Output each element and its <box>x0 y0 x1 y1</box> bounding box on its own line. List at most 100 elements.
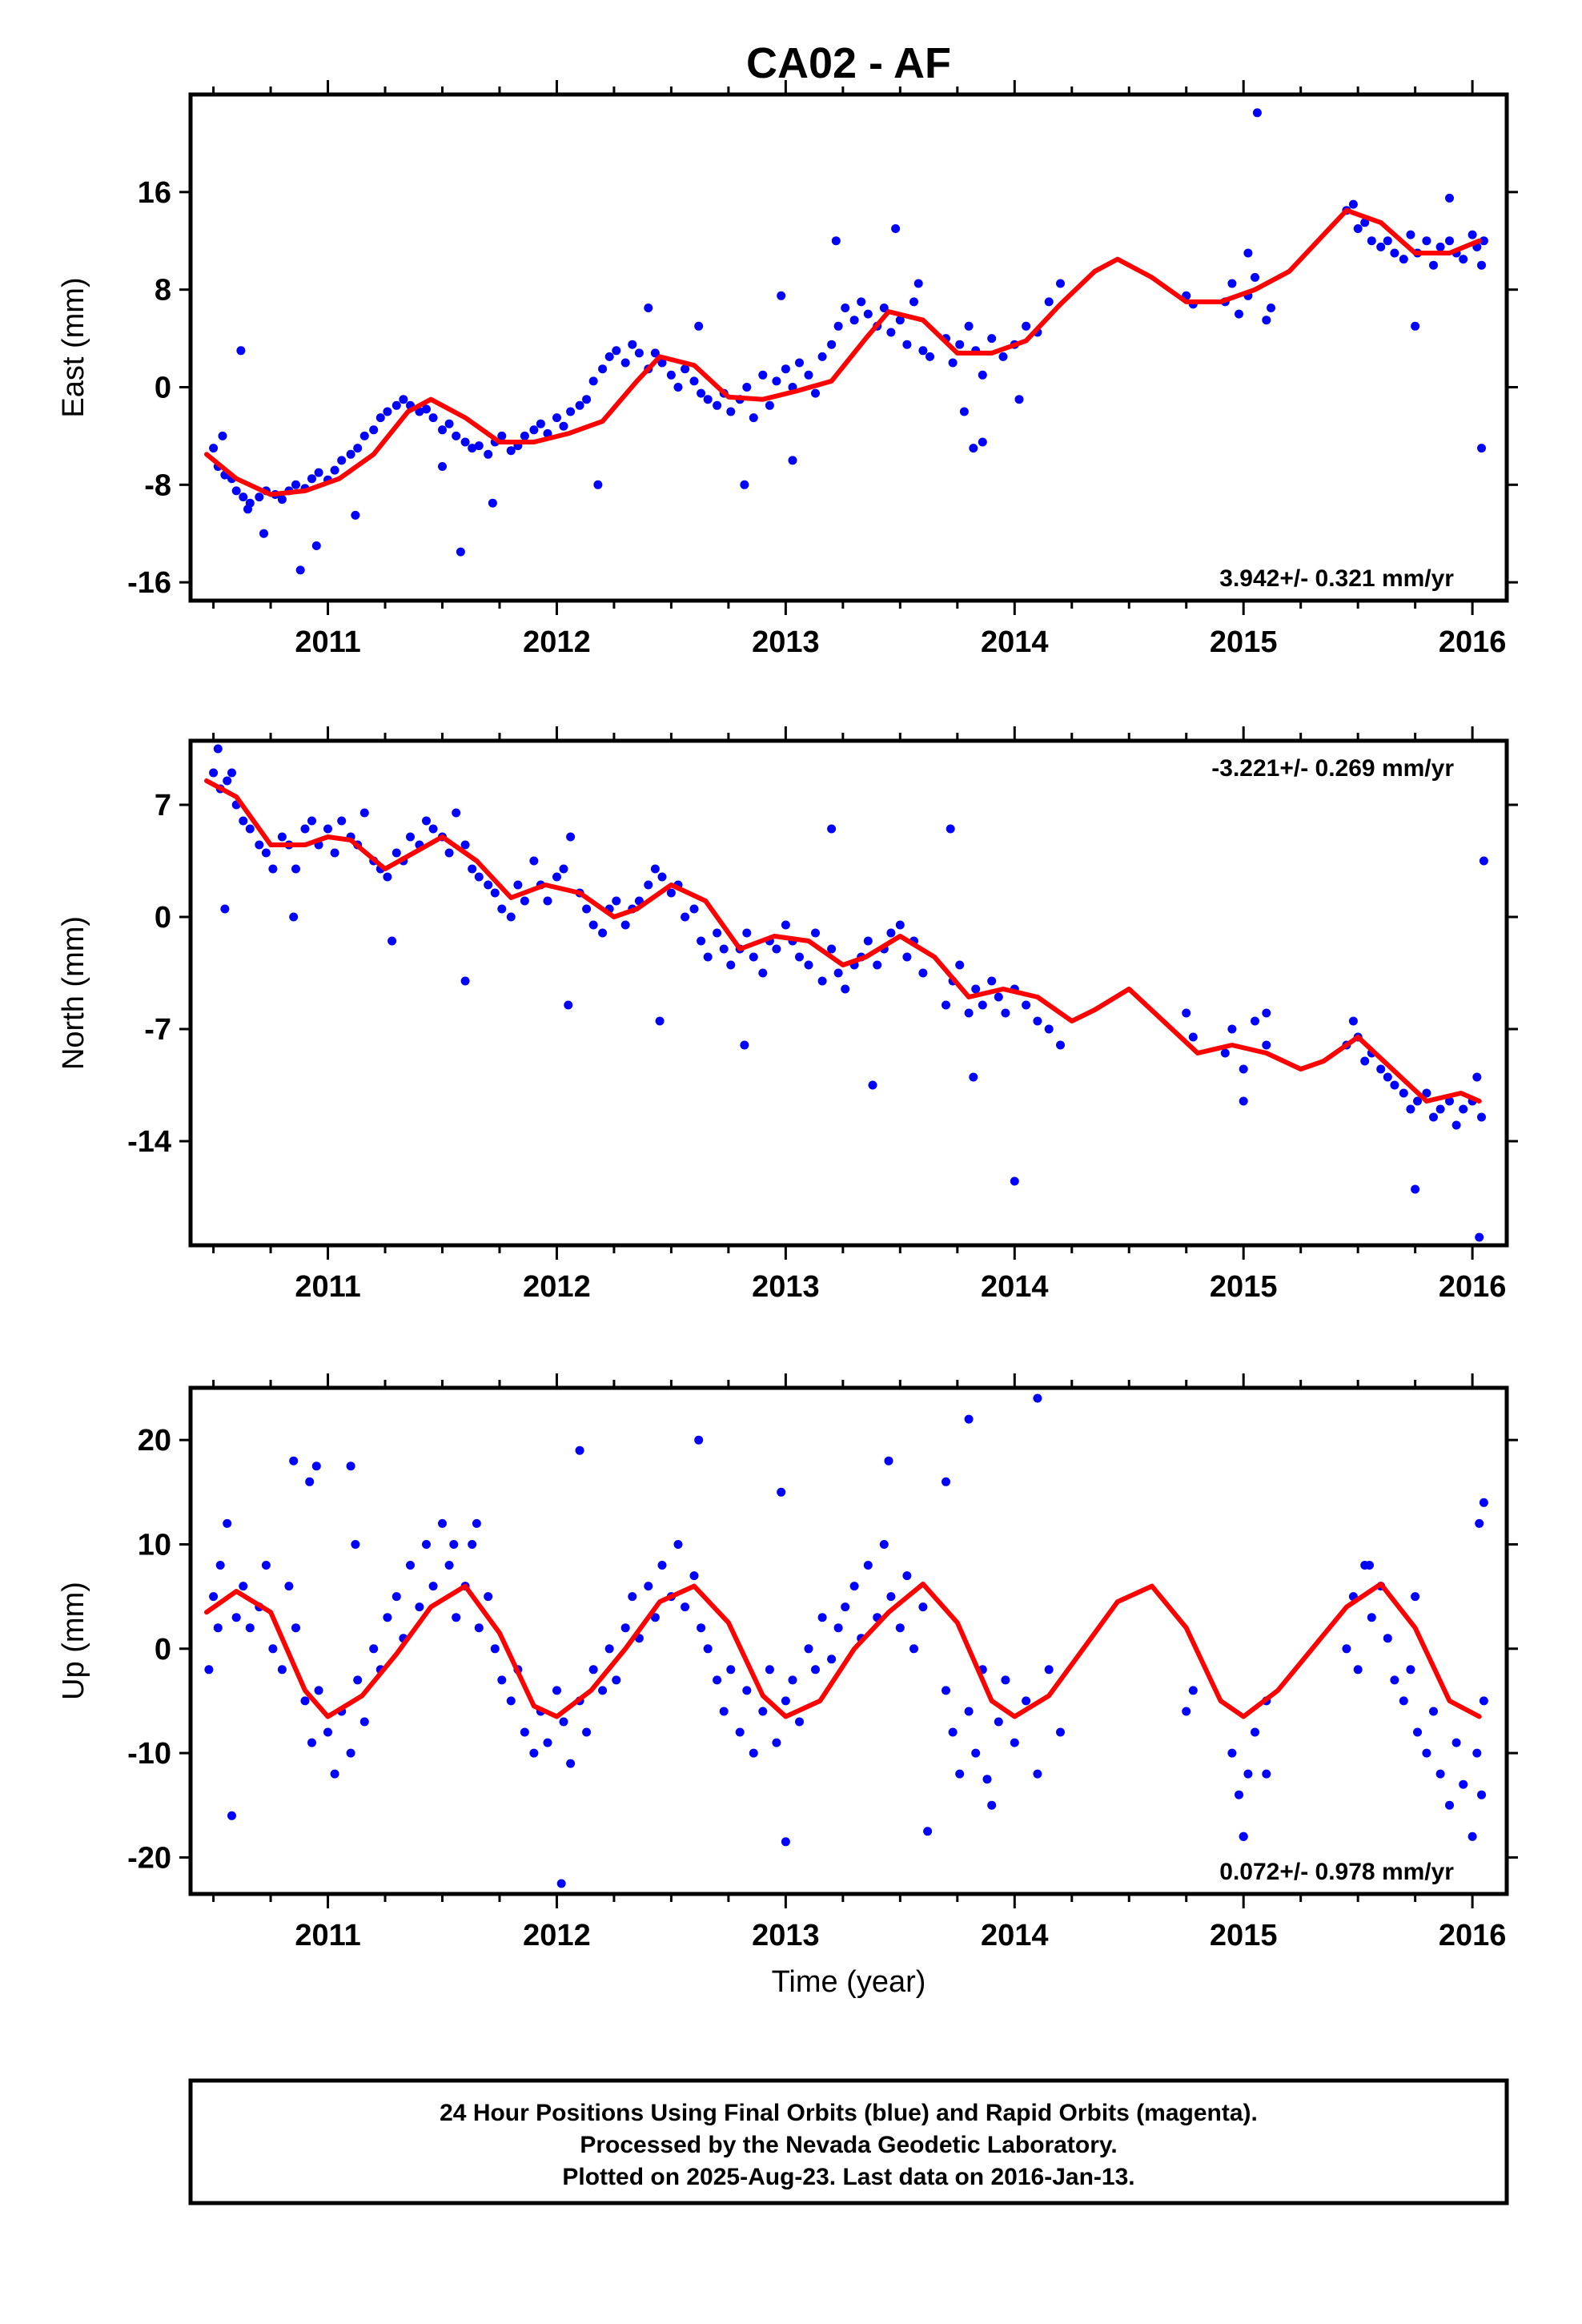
data-point <box>456 547 465 557</box>
data-point <box>1348 199 1358 209</box>
data-point <box>1342 1644 1351 1654</box>
data-point <box>353 444 363 453</box>
data-point <box>323 824 332 834</box>
x-tick-label: 2014 <box>981 1919 1049 1952</box>
data-point <box>375 413 385 423</box>
data-point <box>218 431 227 440</box>
data-point <box>330 848 339 858</box>
data-point <box>1365 1561 1374 1570</box>
data-point <box>918 346 928 356</box>
data-point <box>1235 309 1243 319</box>
data-point <box>1445 1096 1454 1106</box>
data-point <box>582 395 592 404</box>
data-point <box>1010 1176 1019 1186</box>
data-point <box>346 1462 355 1471</box>
data-point <box>827 824 837 834</box>
data-point <box>1188 1686 1198 1695</box>
data-point <box>468 444 477 453</box>
data-point <box>369 425 379 435</box>
data-point <box>268 1644 278 1654</box>
data-point <box>1010 1738 1019 1747</box>
data-point <box>346 1748 355 1758</box>
east-y-axis-label: East (mm) <box>57 277 90 417</box>
data-point <box>1452 1120 1461 1130</box>
data-point <box>223 1518 232 1528</box>
data-point <box>689 1571 699 1581</box>
x-tick-label: 2015 <box>1210 1270 1278 1304</box>
data-point <box>1360 1056 1370 1066</box>
data-point <box>261 1561 271 1570</box>
data-point <box>506 912 516 922</box>
data-point <box>879 304 889 312</box>
x-tick-label: 2014 <box>981 625 1049 659</box>
data-point <box>438 425 447 435</box>
data-point <box>1251 272 1259 282</box>
data-point <box>359 808 369 818</box>
data-point <box>657 872 667 882</box>
y-tick-label: 16 <box>138 176 171 210</box>
data-point <box>697 936 706 946</box>
data-point <box>804 1644 813 1654</box>
data-point <box>255 493 264 502</box>
data-point <box>1252 108 1262 118</box>
data-point <box>713 1675 722 1685</box>
data-point <box>1014 395 1024 404</box>
y-tick-label: -7 <box>144 1013 171 1047</box>
data-point <box>1001 1675 1010 1685</box>
x-tick-label: 2014 <box>981 1270 1049 1304</box>
data-point <box>452 808 461 818</box>
data-point <box>1243 248 1253 258</box>
data-point <box>239 1582 248 1591</box>
data-point <box>582 904 592 914</box>
data-point <box>758 370 768 380</box>
data-point <box>1399 1696 1408 1706</box>
data-point <box>1220 1048 1230 1058</box>
up-y-axis-label: Up (mm) <box>57 1582 90 1700</box>
data-point <box>552 872 561 882</box>
data-point <box>391 848 401 858</box>
data-point <box>1452 1738 1461 1747</box>
data-point <box>582 1727 592 1737</box>
data-point <box>1360 218 1370 227</box>
data-point <box>1479 236 1488 246</box>
data-point <box>314 1686 323 1695</box>
data-point <box>703 395 713 404</box>
data-point <box>895 1623 905 1633</box>
data-point <box>1056 279 1065 288</box>
data-point <box>749 952 758 962</box>
data-point <box>243 505 252 514</box>
data-point <box>811 388 820 398</box>
data-point <box>697 1623 706 1633</box>
x-tick-label: 2013 <box>752 1270 820 1304</box>
data-point <box>438 1518 447 1528</box>
data-point <box>604 352 614 361</box>
data-point <box>406 1561 415 1570</box>
data-point <box>948 1727 958 1737</box>
data-point <box>857 297 866 307</box>
data-point <box>239 816 248 826</box>
data-point <box>337 456 347 465</box>
data-point <box>209 1592 219 1602</box>
data-point <box>987 976 997 986</box>
data-point <box>777 1487 786 1497</box>
data-point <box>863 309 873 319</box>
data-point <box>620 920 630 930</box>
data-point <box>804 960 813 970</box>
data-point <box>1348 1016 1358 1026</box>
data-point <box>369 1644 379 1654</box>
data-point <box>1477 1112 1486 1122</box>
caption-frame <box>188 2078 1509 2205</box>
data-point <box>1227 1024 1237 1034</box>
data-point <box>383 407 392 416</box>
caption-box: 24 Hour Positions Using Final Orbits (bl… <box>188 2078 1509 2205</box>
data-point <box>506 1696 516 1706</box>
data-point <box>1353 1665 1363 1675</box>
data-point <box>291 480 300 489</box>
data-point <box>781 1837 790 1847</box>
data-point <box>564 1000 573 1010</box>
data-point <box>1001 1008 1010 1018</box>
data-point <box>726 1665 736 1675</box>
data-point <box>1468 1831 1477 1841</box>
x-axis-label: Time (year) <box>772 1965 926 1999</box>
data-point <box>428 413 438 423</box>
